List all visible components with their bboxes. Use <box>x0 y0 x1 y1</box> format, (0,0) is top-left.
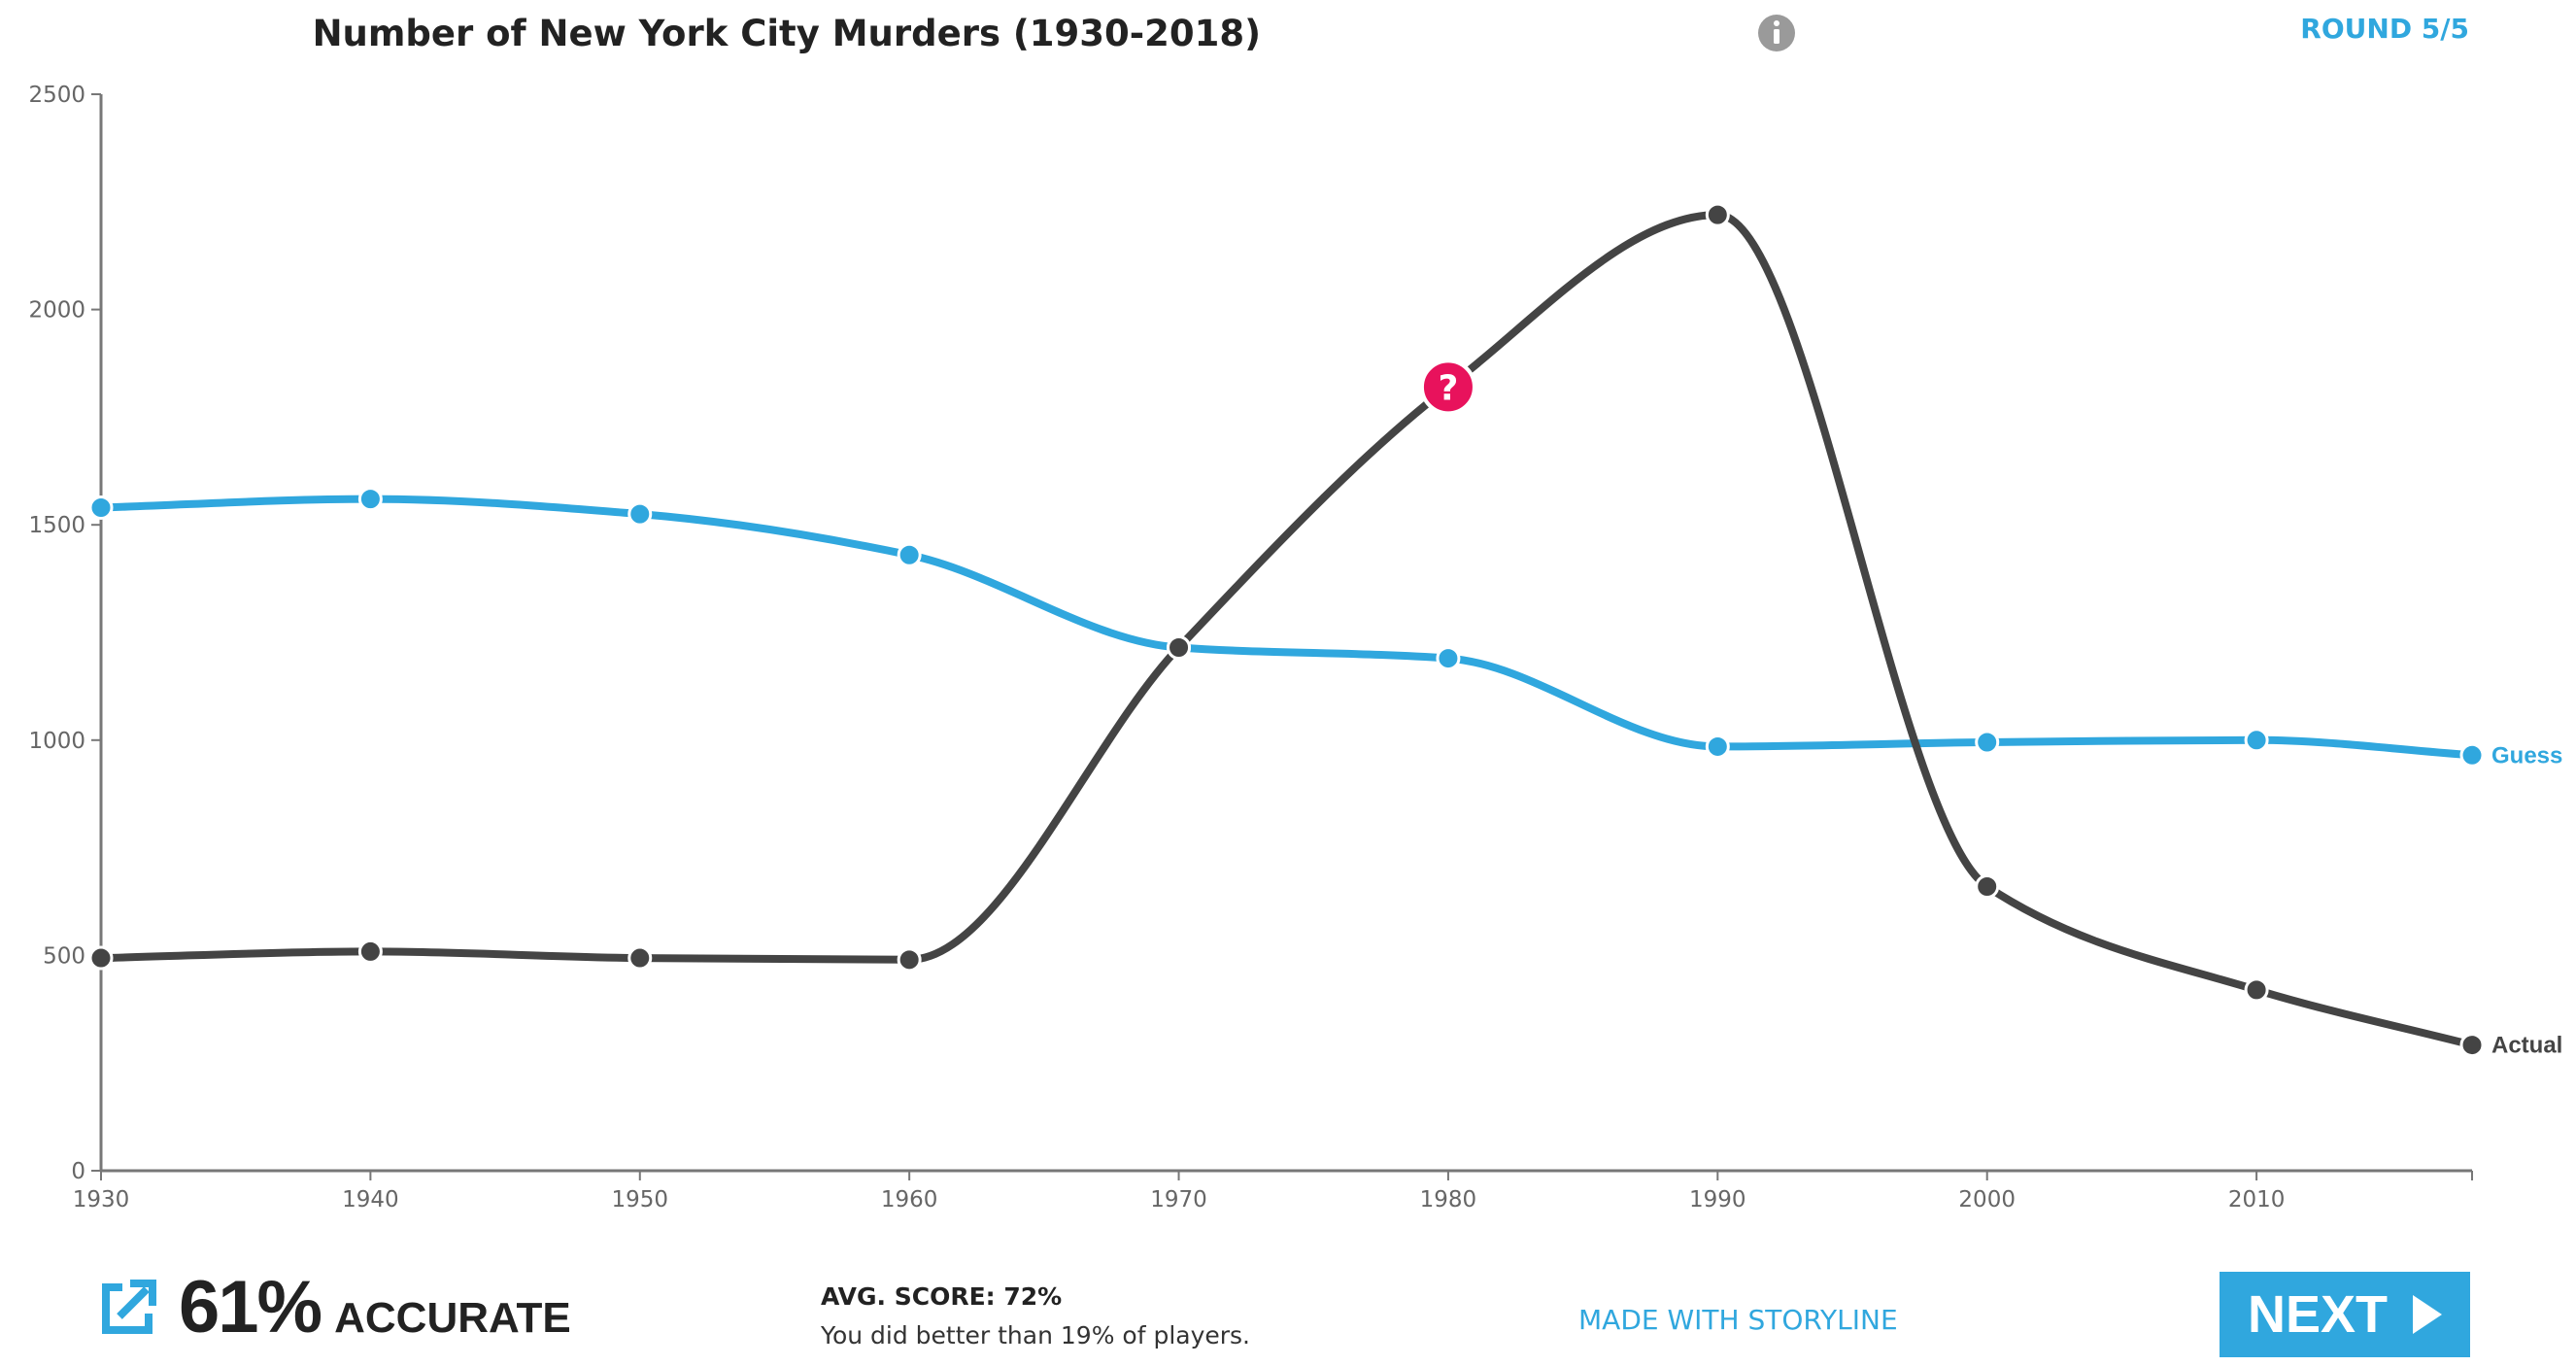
x-tick-label: 1980 <box>1420 1187 1477 1212</box>
guess-series-label: Guess <box>2491 742 2562 768</box>
chart-title: Number of New York City Murders (1930-20… <box>313 13 1261 54</box>
question-mark-glyph: ? <box>1438 368 1458 408</box>
guess-data-point <box>2244 728 2269 753</box>
play-arrow-icon <box>2413 1295 2443 1334</box>
actual-data-point <box>627 945 653 971</box>
actual-data-point <box>357 939 383 964</box>
actual-data-point <box>2244 977 2269 1003</box>
question-mark-badge <box>1419 359 1476 416</box>
guess-series-line <box>97 495 2476 760</box>
y-tick-label: 2000 <box>28 298 85 324</box>
x-tick-label: 2010 <box>2228 1187 2286 1212</box>
actual-data-point <box>1705 202 1730 227</box>
guess-data-point <box>1705 734 1730 759</box>
guess-data-point <box>627 501 653 527</box>
actual-series-label: Actual <box>2491 1033 2562 1059</box>
chart-header: Number of New York City Murders (1930-20… <box>313 13 2469 54</box>
actual-data-point <box>1167 635 1192 661</box>
actual-series-line <box>97 211 2476 1049</box>
axes: 1930 1940 1950 1960 1970 1980 1990 2000 2010 0 500… <box>28 83 2473 1212</box>
accuracy-value: 61% <box>179 1266 322 1349</box>
accuracy: 61% ACCURATE <box>179 1265 571 1352</box>
next-button[interactable]: NEXT <box>2220 1272 2470 1357</box>
guess-data-point <box>88 495 114 520</box>
percentile-text: You did better than 19% of players. <box>821 1321 1251 1349</box>
x-tick-label: 1940 <box>342 1187 399 1212</box>
annotation: ? <box>1419 359 1476 416</box>
guess-data-point <box>2459 742 2485 768</box>
guess-data-point <box>897 542 922 567</box>
y-tick-label: 500 <box>43 943 85 969</box>
series-points <box>88 202 2485 1058</box>
made-with-storyline-link[interactable]: MADE WITH STORYLINE <box>1578 1304 1898 1336</box>
x-tick-label: 1970 <box>1150 1187 1207 1212</box>
accuracy-label: ACCURATE <box>334 1294 571 1342</box>
round-label: ROUND 5/5 <box>2300 13 2469 45</box>
actual-data-point <box>88 945 114 971</box>
question-mark-icon: ? <box>1419 359 1476 416</box>
footer: 61% ACCURATE AVG. SCORE: 72% You did bet… <box>0 1244 2576 1366</box>
y-tick-label: 2500 <box>28 83 85 108</box>
guess-data-point <box>357 487 383 512</box>
x-tick-label: 1950 <box>611 1187 668 1212</box>
guess-data-point <box>1436 646 1461 671</box>
actual-data-point <box>1975 873 2000 899</box>
x-tick-label: 1990 <box>1689 1187 1746 1212</box>
y-tick-label: 0 <box>71 1159 85 1184</box>
guess-data-point <box>1975 730 2000 755</box>
next-label: NEXT <box>2247 1285 2389 1344</box>
y-tick-label: 1500 <box>28 513 85 538</box>
info-icon[interactable] <box>1758 15 1795 51</box>
avg-score: AVG. SCORE: 72% <box>821 1282 1063 1311</box>
x-tick-label: 1930 <box>73 1187 130 1212</box>
y-tick-label: 1000 <box>28 729 85 754</box>
series-labels: Guess Actual <box>2491 742 2562 1058</box>
x-tick-label: 2000 <box>1958 1187 2016 1212</box>
share-icon[interactable] <box>97 1279 157 1339</box>
actual-data-point <box>2459 1033 2485 1058</box>
x-tick-label: 1960 <box>881 1187 938 1212</box>
series-lines <box>97 211 2476 1049</box>
actual-data-point <box>897 947 922 973</box>
